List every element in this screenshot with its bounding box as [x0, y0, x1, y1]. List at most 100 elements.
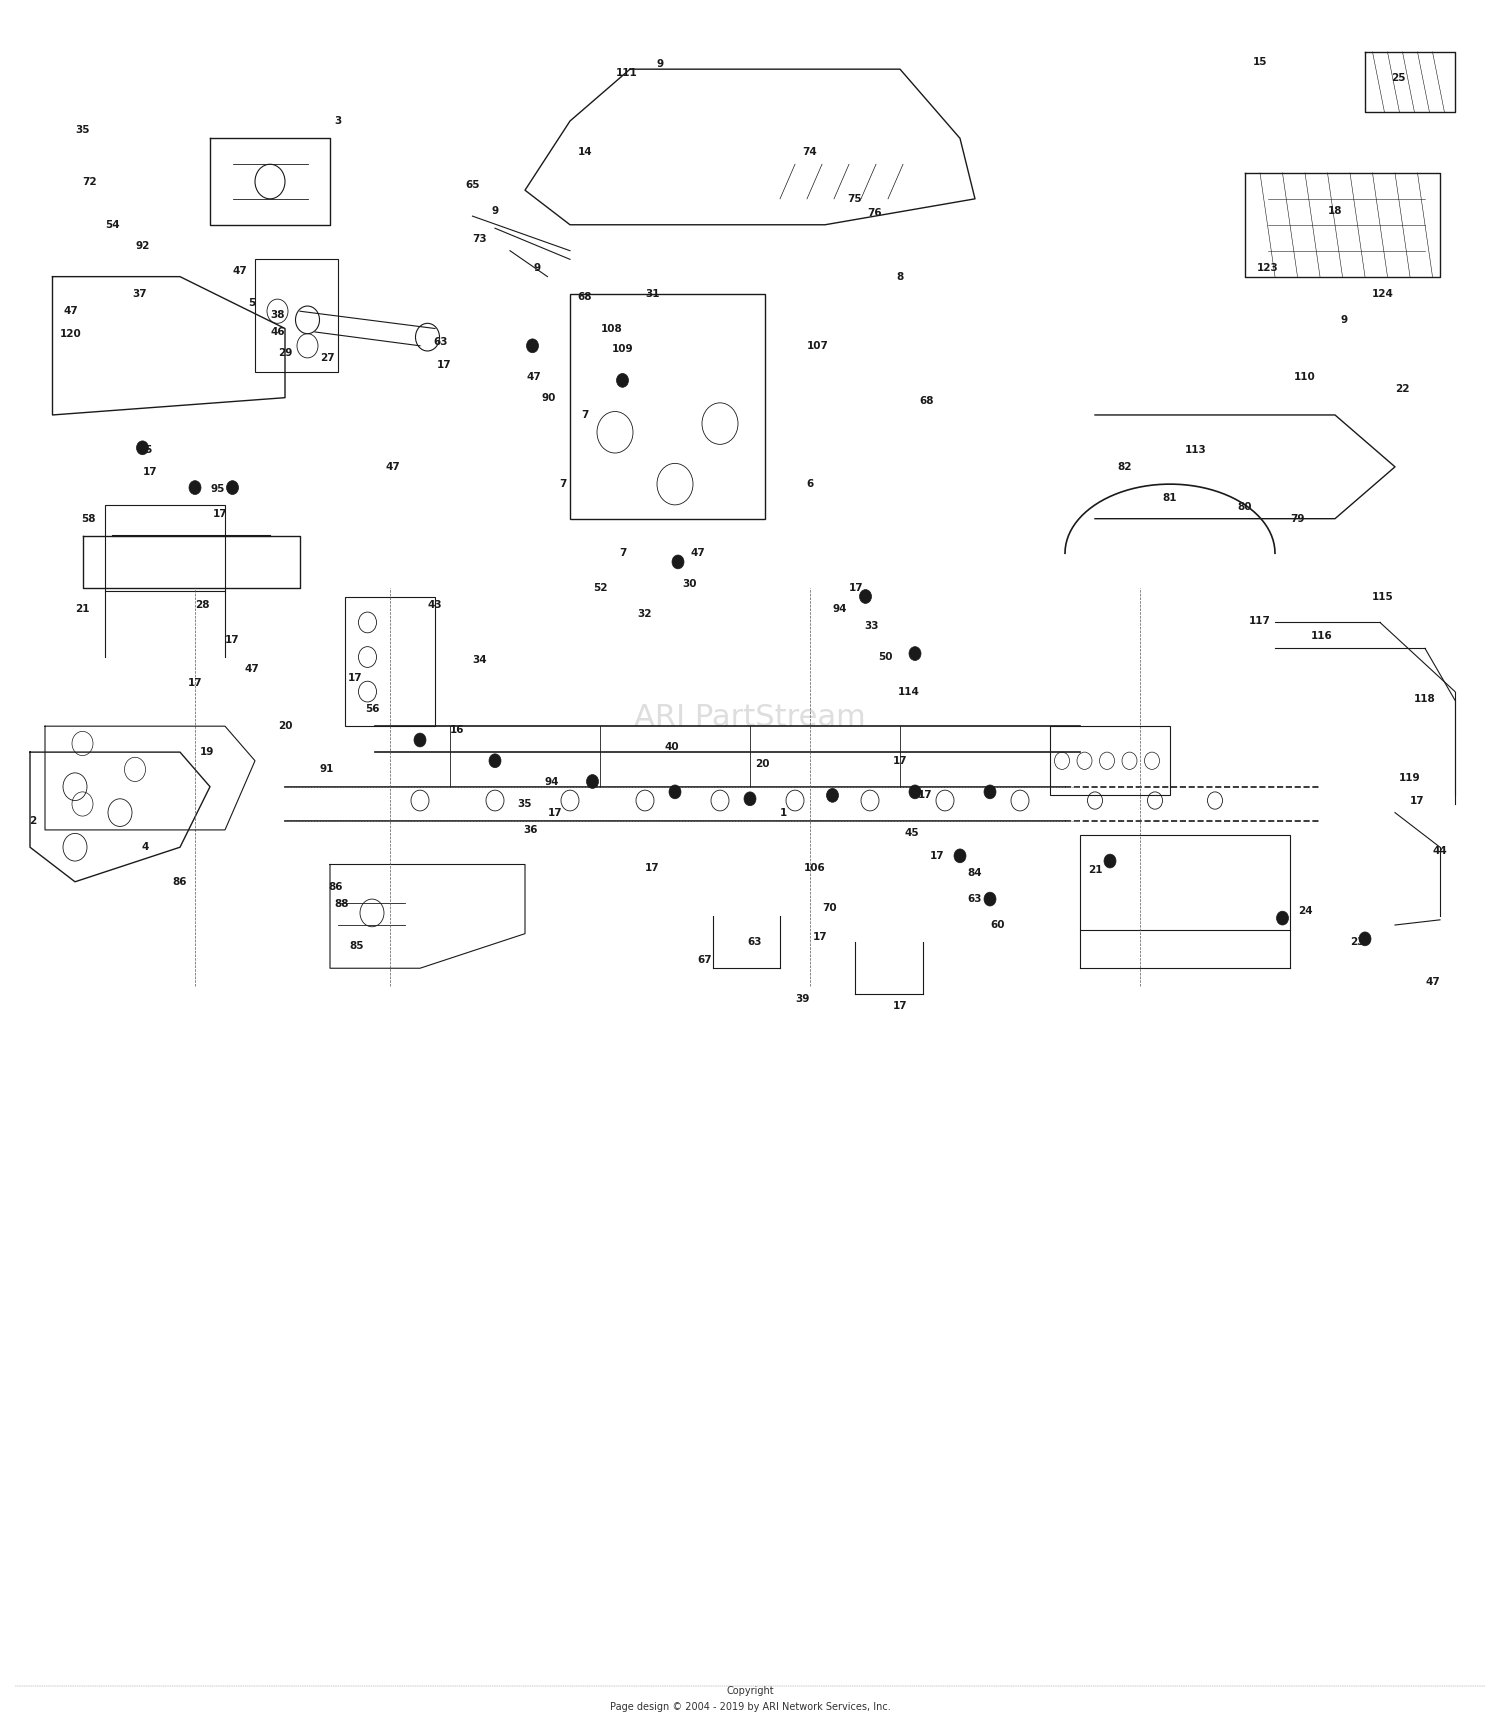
Text: 33: 33 — [864, 621, 879, 631]
Text: 15: 15 — [1252, 57, 1268, 67]
Text: 9: 9 — [657, 59, 663, 69]
Text: 91: 91 — [320, 764, 334, 775]
Text: 107: 107 — [807, 341, 828, 351]
Text: 47: 47 — [63, 306, 78, 316]
Text: 17: 17 — [918, 790, 933, 801]
Text: 5: 5 — [249, 297, 255, 308]
Circle shape — [909, 647, 921, 660]
Text: 50: 50 — [878, 652, 892, 662]
Bar — [1050, 726, 1170, 795]
Text: 94: 94 — [833, 603, 848, 614]
Text: 17: 17 — [1410, 795, 1425, 806]
Circle shape — [1359, 932, 1371, 946]
Circle shape — [414, 733, 426, 747]
Circle shape — [489, 754, 501, 768]
Circle shape — [189, 481, 201, 494]
Text: 86: 86 — [172, 877, 188, 887]
Text: 4: 4 — [142, 842, 148, 852]
Text: 27: 27 — [320, 353, 334, 363]
Circle shape — [586, 775, 598, 788]
Text: 47: 47 — [244, 664, 260, 674]
Text: 1: 1 — [780, 807, 786, 818]
Text: 17: 17 — [225, 635, 240, 645]
Text: 17: 17 — [348, 673, 363, 683]
Bar — [570, 294, 765, 519]
Text: 47: 47 — [1425, 977, 1440, 987]
Circle shape — [526, 339, 538, 353]
Text: 65: 65 — [465, 180, 480, 190]
Circle shape — [744, 792, 756, 806]
Text: 63: 63 — [968, 894, 982, 904]
Text: 7: 7 — [620, 548, 626, 558]
Text: 47: 47 — [386, 462, 400, 472]
Text: 37: 37 — [132, 289, 147, 299]
Text: 90: 90 — [542, 392, 556, 403]
Text: 124: 124 — [1372, 289, 1394, 299]
Text: 20: 20 — [278, 721, 292, 731]
Circle shape — [1104, 854, 1116, 868]
Text: 14: 14 — [578, 147, 592, 157]
Text: 63: 63 — [747, 937, 762, 947]
Text: 35: 35 — [518, 799, 532, 809]
Text: 94: 94 — [544, 776, 560, 787]
Text: 47: 47 — [690, 548, 705, 558]
Text: 54: 54 — [105, 220, 120, 230]
Circle shape — [954, 849, 966, 863]
Text: 8: 8 — [897, 271, 903, 282]
Text: 106: 106 — [804, 863, 825, 873]
Text: 56: 56 — [364, 704, 380, 714]
Text: 117: 117 — [1250, 616, 1270, 626]
Text: 17: 17 — [213, 508, 228, 519]
Circle shape — [909, 785, 921, 799]
Text: 80: 80 — [1238, 501, 1252, 512]
Text: 47: 47 — [232, 266, 248, 277]
Text: 36: 36 — [524, 825, 538, 835]
Text: 19: 19 — [200, 747, 214, 757]
Text: 24: 24 — [1298, 906, 1312, 916]
Text: 29: 29 — [278, 348, 292, 358]
Circle shape — [1276, 911, 1288, 925]
Text: 9: 9 — [534, 263, 540, 273]
Circle shape — [616, 373, 628, 387]
Circle shape — [672, 555, 684, 569]
Circle shape — [827, 788, 839, 802]
Text: 6: 6 — [807, 479, 813, 489]
Text: 39: 39 — [795, 994, 810, 1005]
Circle shape — [984, 892, 996, 906]
Text: 81: 81 — [1162, 493, 1178, 503]
Text: 45: 45 — [904, 828, 920, 839]
Text: 63: 63 — [433, 337, 448, 348]
Text: 52: 52 — [592, 583, 608, 593]
Bar — [255, 259, 338, 372]
Text: 9: 9 — [492, 206, 498, 216]
Text: 95: 95 — [138, 444, 153, 455]
Text: 84: 84 — [968, 868, 982, 878]
Text: 17: 17 — [930, 851, 945, 861]
Circle shape — [859, 590, 871, 603]
Text: 18: 18 — [1328, 206, 1342, 216]
Text: 76: 76 — [867, 207, 882, 218]
Text: 23: 23 — [1350, 937, 1365, 947]
Text: 17: 17 — [188, 678, 202, 688]
Text: 25: 25 — [1390, 73, 1406, 83]
Text: 82: 82 — [1118, 462, 1132, 472]
Text: 116: 116 — [1311, 631, 1332, 641]
Text: 34: 34 — [472, 655, 488, 666]
Text: 21: 21 — [75, 603, 90, 614]
Text: 73: 73 — [472, 233, 488, 244]
Text: 46: 46 — [270, 327, 285, 337]
Text: 111: 111 — [616, 67, 638, 78]
Bar — [105, 505, 225, 591]
Text: 7: 7 — [582, 410, 588, 420]
Text: 40: 40 — [664, 742, 680, 752]
Text: 35: 35 — [75, 124, 90, 135]
Text: 16: 16 — [450, 724, 465, 735]
Text: 92: 92 — [135, 240, 150, 251]
Bar — [1080, 835, 1290, 930]
Text: 20: 20 — [754, 759, 770, 769]
Text: 38: 38 — [270, 309, 285, 320]
Text: 17: 17 — [645, 863, 660, 873]
Text: 67: 67 — [698, 954, 712, 965]
Text: 119: 119 — [1400, 773, 1420, 783]
Text: 109: 109 — [612, 344, 633, 354]
